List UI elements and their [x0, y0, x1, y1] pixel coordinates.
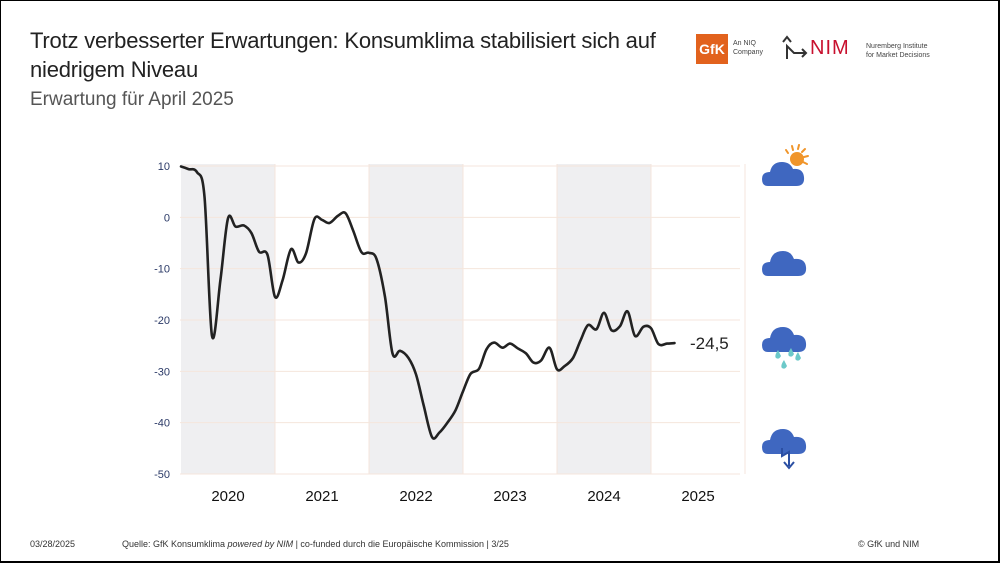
- x-tick-label: 2025: [681, 488, 714, 505]
- rain-cloud-icon: [762, 327, 807, 369]
- x-tick-label: 2020: [211, 488, 244, 505]
- nim-tagline-line-2: for Market Decisions: [866, 52, 930, 59]
- footer-copyright: © GfK und NIM: [858, 539, 920, 549]
- y-axis: 10 0 -10 -20 -30 -40 -50: [154, 161, 170, 481]
- x-tick-label: 2023: [493, 488, 526, 505]
- end-value-label: -24,5: [690, 334, 729, 353]
- y-tick-label: 10: [158, 161, 170, 173]
- nim-arrow-icon: [782, 35, 808, 59]
- year-band-2024: [557, 164, 651, 474]
- x-tick-label: 2022: [399, 488, 432, 505]
- nim-tagline: Nuremberg Institute for Market Decisions: [866, 42, 930, 60]
- gridlines: [180, 164, 746, 475]
- footer-source: Quelle: GfK Konsumklima powered by NIM |…: [122, 539, 509, 549]
- y-tick-label: -40: [154, 418, 170, 430]
- source-powered-by: powered by NIM: [227, 539, 294, 549]
- footer-date: 03/28/2025: [30, 539, 76, 549]
- gfk-logo: GfK: [696, 34, 728, 64]
- y-tick-label: -50: [154, 469, 170, 481]
- nim-tagline-line-1: Nuremberg Institute: [866, 43, 928, 50]
- gfk-tagline: An NIQ Company: [733, 39, 763, 57]
- y-tick-label: 0: [164, 212, 170, 224]
- page-title: Trotz verbesserter Erwartungen: Konsumkl…: [30, 28, 656, 82]
- storm-cloud-icon: [762, 429, 807, 470]
- y-tick-label: -10: [154, 264, 170, 276]
- x-tick-label: 2021: [305, 488, 338, 505]
- year-band-2022: [369, 164, 463, 474]
- x-tick-label: 2024: [587, 488, 620, 505]
- y-tick-label: -30: [154, 366, 170, 378]
- series-line-konsumklima: [179, 165, 676, 440]
- source-suffix: | co-funded durch die Europäische Kommis…: [293, 539, 509, 549]
- gfk-tagline-line-2: Company: [733, 49, 763, 56]
- nim-logo: NIM: [810, 37, 850, 59]
- page-subtitle: Erwartung für April 2025: [30, 89, 234, 110]
- y-tick-label: -20: [154, 315, 170, 327]
- year-band-2020: [181, 164, 275, 474]
- partly-sunny-icon: [762, 144, 809, 186]
- cloud-icon: [762, 251, 807, 276]
- x-axis: 2020 2021 2022 2023 2024 2025: [211, 488, 714, 505]
- year-shading: [181, 164, 651, 474]
- gfk-tagline-line-1: An NIQ: [733, 40, 756, 47]
- source-prefix: Quelle: GfK Konsumklima: [122, 539, 228, 549]
